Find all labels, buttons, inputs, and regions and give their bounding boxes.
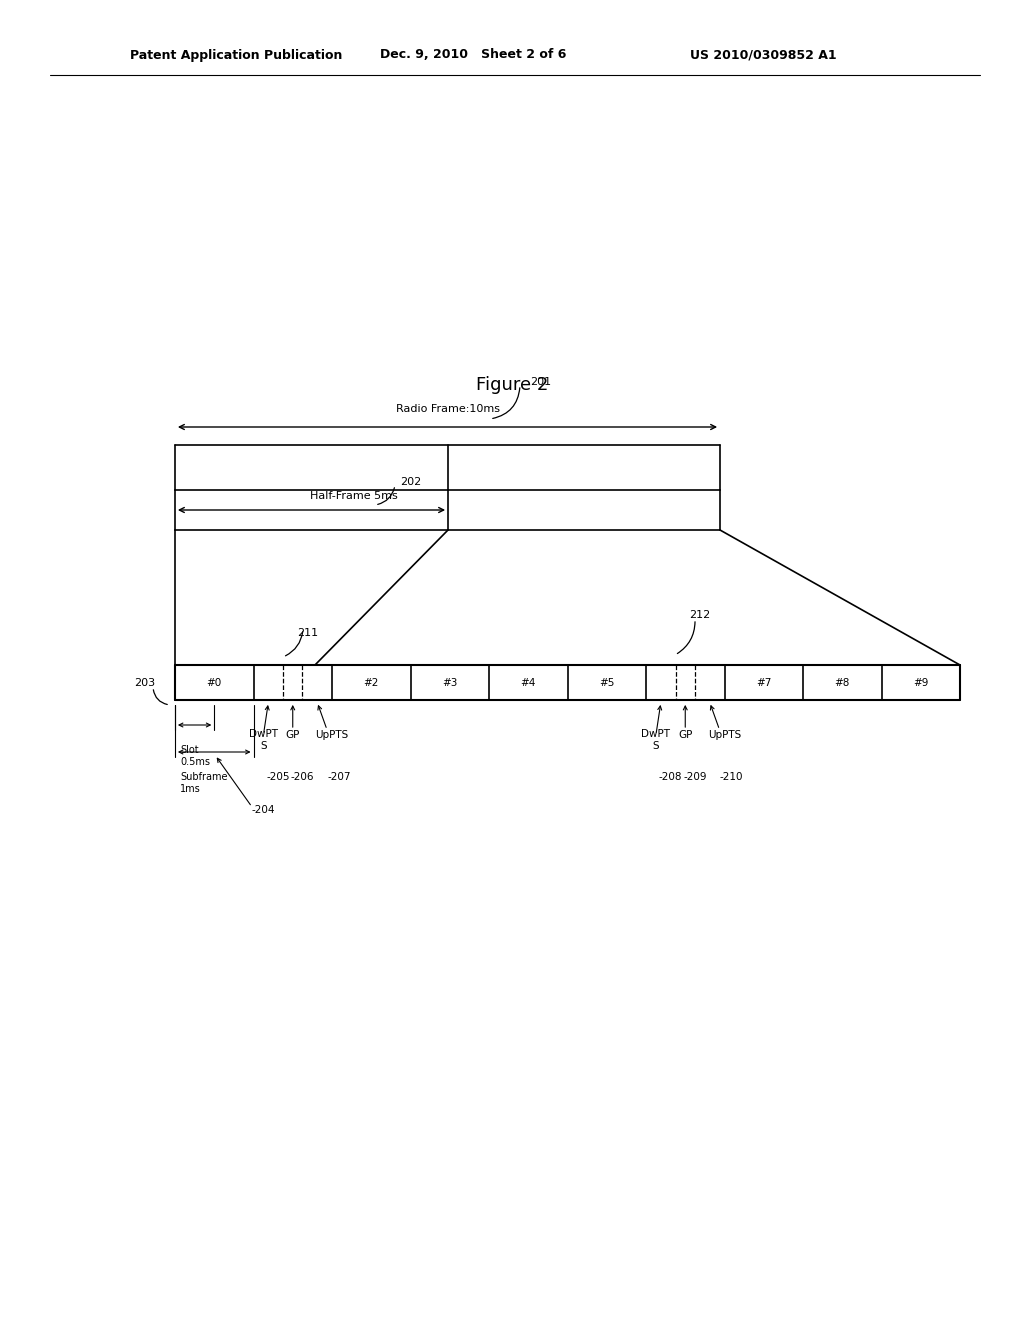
Text: #3: #3 (442, 677, 458, 688)
Text: #9: #9 (913, 677, 929, 688)
Text: US 2010/0309852 A1: US 2010/0309852 A1 (690, 49, 837, 62)
Text: Subframe
1ms: Subframe 1ms (180, 772, 227, 793)
Text: -207: -207 (327, 772, 350, 781)
Text: GP: GP (286, 730, 300, 741)
Text: 201: 201 (530, 378, 551, 387)
Text: Radio Frame:10ms: Radio Frame:10ms (395, 404, 500, 414)
Text: DwPT
S: DwPT S (249, 729, 278, 751)
Text: Half-Frame 5ms: Half-Frame 5ms (310, 491, 397, 502)
Text: -204: -204 (252, 805, 275, 814)
Text: UpPTS: UpPTS (315, 730, 349, 741)
Text: -208: -208 (658, 772, 682, 781)
Text: -210: -210 (720, 772, 743, 781)
Text: 203: 203 (134, 678, 156, 688)
Text: Dec. 9, 2010   Sheet 2 of 6: Dec. 9, 2010 Sheet 2 of 6 (380, 49, 566, 62)
Text: #5: #5 (599, 677, 614, 688)
Text: 211: 211 (297, 628, 318, 638)
Text: Slot
0.5ms: Slot 0.5ms (180, 744, 210, 767)
Text: UpPTS: UpPTS (708, 730, 741, 741)
Text: -209: -209 (683, 772, 707, 781)
Text: DwPT
S: DwPT S (641, 729, 671, 751)
Text: #4: #4 (520, 677, 536, 688)
Text: -205: -205 (266, 772, 290, 781)
Text: 212: 212 (689, 610, 711, 620)
Text: Figure 2: Figure 2 (476, 376, 548, 393)
Text: GP: GP (678, 730, 692, 741)
Text: #8: #8 (835, 677, 850, 688)
Text: #0: #0 (207, 677, 222, 688)
Text: Patent Application Publication: Patent Application Publication (130, 49, 342, 62)
Text: #2: #2 (364, 677, 379, 688)
Text: -206: -206 (291, 772, 314, 781)
Text: 202: 202 (400, 477, 421, 487)
Text: #7: #7 (756, 677, 771, 688)
